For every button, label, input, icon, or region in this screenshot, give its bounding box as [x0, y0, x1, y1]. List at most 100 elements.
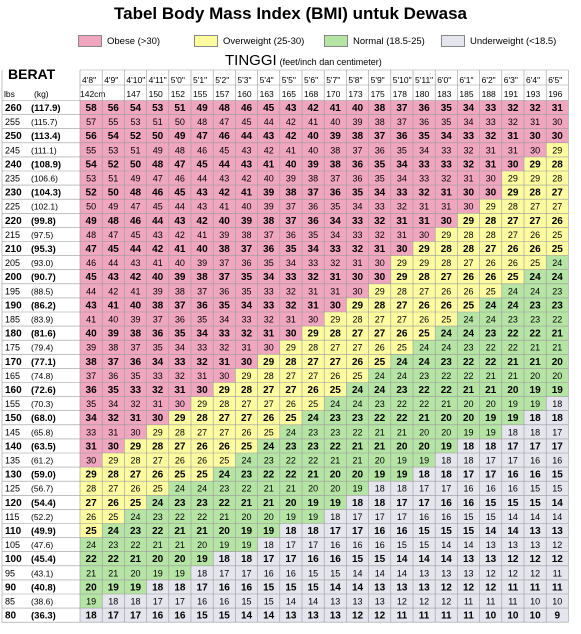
bmi-cell [124, 114, 147, 129]
weight-kg-label: (93.0) [31, 258, 53, 268]
bmi-cell [279, 269, 302, 284]
bmi-value: 25 [552, 244, 564, 255]
bmi-cell [102, 453, 125, 468]
height-cm-label: 180 [415, 89, 429, 99]
bmi-value: 23 [441, 357, 453, 368]
bmi-value: 24 [397, 371, 407, 381]
bmi-cell [346, 128, 369, 143]
bmi-cell [368, 269, 391, 284]
bmi-cell [235, 410, 258, 425]
bmi-cell [413, 453, 436, 468]
bmi-value: 37 [174, 300, 186, 311]
bmi-cell [235, 213, 258, 228]
bmi-cell [457, 551, 480, 566]
height-cm-label: 196 [548, 89, 562, 99]
bmi-value: 18 [152, 582, 164, 593]
bmi-cell [457, 410, 480, 425]
bmi-value: 18 [530, 413, 542, 424]
weight-lbs-label: 140 [5, 441, 22, 452]
bmi-value: 19 [308, 512, 318, 522]
bmi-cell [435, 241, 458, 256]
bmi-value: 33 [441, 145, 451, 155]
bmi-value: 21 [330, 456, 340, 466]
bmi-value: 47 [174, 159, 186, 170]
bmi-value: 28 [86, 484, 96, 494]
bmi-cell [279, 199, 302, 214]
bmi-value: 26 [286, 399, 296, 409]
bmi-value: 50 [152, 131, 164, 142]
bmi-cell [257, 551, 280, 566]
bmi-cell [146, 171, 169, 186]
bmi-cell [168, 579, 191, 594]
bmi-cell [279, 100, 302, 115]
bmi-value: 34 [197, 329, 209, 340]
bmi-value: 36 [108, 371, 118, 381]
bmi-value: 47 [86, 244, 98, 255]
bmi-cell [324, 565, 347, 580]
bmi-cell [80, 438, 103, 453]
bmi-cell [390, 608, 413, 623]
bmi-value: 45 [108, 244, 120, 255]
bmi-value: 28 [130, 456, 140, 466]
bmi-value: 30 [463, 202, 473, 212]
bmi-value: 27 [197, 427, 207, 437]
bmi-cell [524, 156, 547, 171]
bmi-cell [501, 156, 524, 171]
bmi-cell [324, 410, 347, 425]
bmi-cell [102, 326, 125, 341]
bmi-value: 17 [396, 498, 408, 509]
bmi-value: 24 [152, 498, 164, 509]
bmi-cell [435, 424, 458, 439]
bmi-value: 20 [308, 484, 318, 494]
bmi-value: 29 [397, 258, 407, 268]
bmi-cell [235, 340, 258, 355]
bmi-value: 20 [552, 357, 564, 368]
bmi-cell [213, 171, 236, 186]
bmi-value: 20 [486, 399, 496, 409]
bmi-value: 18 [219, 554, 231, 565]
bmi-cell [124, 297, 147, 312]
weight-lbs-label: 165 [5, 371, 20, 381]
bmi-value: 23 [219, 484, 229, 494]
bmi-value: 39 [352, 117, 362, 127]
bmi-value: 43 [241, 159, 253, 170]
bmi-cell [413, 396, 436, 411]
bmi-value: 36 [352, 174, 362, 184]
bmi-value: 11 [508, 582, 519, 593]
weight-lbs-label: 80 [5, 611, 17, 622]
bmi-cell [479, 424, 502, 439]
bmi-value: 15 [530, 484, 540, 494]
bmi-cell [479, 156, 502, 171]
weight-lbs-label: 250 [5, 131, 22, 142]
bmi-value: 38 [86, 357, 98, 368]
bmi-value: 19 [153, 568, 163, 578]
bmi-cell [168, 551, 191, 566]
bmi-value: 22 [485, 357, 497, 368]
bmi-value: 24 [308, 413, 320, 424]
bmi-value: 31 [486, 145, 496, 155]
weight-kg-label: (77.1) [31, 357, 56, 368]
bmi-cell [146, 128, 169, 143]
bmi-value: 19 [197, 554, 209, 565]
bmi-value: 32 [375, 230, 385, 240]
bmi-value: 46 [86, 258, 96, 268]
bmi-cell [168, 537, 191, 552]
bmi-value: 11 [486, 597, 495, 607]
bmi-value: 10 [507, 611, 519, 622]
bmi-value: 37 [285, 216, 297, 227]
bmi-value: 45 [174, 188, 186, 199]
bmi-cell [457, 453, 480, 468]
bmi-cell [324, 481, 347, 496]
bmi-value: 26 [375, 343, 385, 353]
bmi-cell [435, 312, 458, 327]
bmi-value: 34 [396, 159, 408, 170]
bmi-cell [102, 312, 125, 327]
bmi-value: 41 [330, 103, 342, 114]
bmi-cell [524, 171, 547, 186]
bmi-cell [102, 551, 125, 566]
height-ft-label: 5'1" [193, 75, 207, 85]
bmi-cell [235, 495, 258, 510]
weight-lbs-label: 225 [5, 202, 20, 212]
bmi-cell [191, 142, 214, 157]
bmi-cell [546, 579, 569, 594]
